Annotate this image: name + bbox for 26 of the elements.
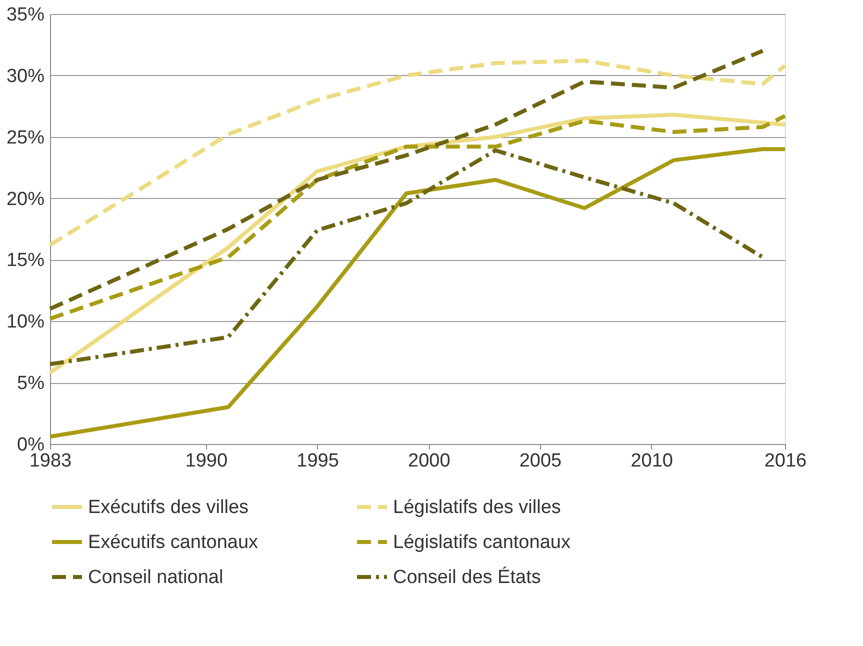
line-series xyxy=(48,112,787,375)
y-tick-label: 15% xyxy=(6,250,45,272)
legend-label: Conseil national xyxy=(88,567,224,588)
y-tick-label: 25% xyxy=(6,127,45,148)
line-series xyxy=(48,147,787,439)
legend-label: Conseil des États xyxy=(393,566,541,588)
x-tick-label: 2010 xyxy=(630,450,674,472)
x-tick-label: 1990 xyxy=(185,450,228,472)
legend-label: Législatifs des villes xyxy=(393,497,561,518)
line-series xyxy=(48,58,787,247)
line-series xyxy=(48,114,787,321)
line-series xyxy=(48,48,765,311)
x-tick-label: 2000 xyxy=(408,450,450,472)
y-tick-label: 20% xyxy=(6,188,45,210)
line-series xyxy=(48,148,765,366)
legend-label: Exécutifs des villes xyxy=(88,497,249,518)
x-tick-label: 1983 xyxy=(29,450,72,472)
x-tick-label: 1995 xyxy=(296,450,339,472)
y-tick-label: 30% xyxy=(6,66,45,87)
x-tick-label: 2005 xyxy=(519,450,562,472)
x-tick-label: 2016 xyxy=(764,450,807,472)
legend-label: Exécutifs cantonaux xyxy=(88,532,259,553)
legend-label: Législatifs cantonaux xyxy=(393,532,571,553)
y-tick-label: 5% xyxy=(17,373,45,394)
y-tick-label: 35% xyxy=(6,4,45,26)
y-tick-label: 10% xyxy=(6,312,45,333)
